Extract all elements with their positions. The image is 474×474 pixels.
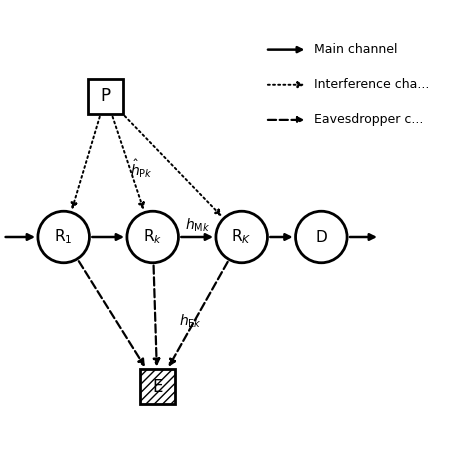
Text: $\mathrm{R}_k$: $\mathrm{R}_k$: [143, 228, 162, 246]
Circle shape: [127, 211, 178, 263]
Text: Main channel: Main channel: [314, 43, 398, 56]
Circle shape: [216, 211, 267, 263]
Text: $\mathrm{R}_K$: $\mathrm{R}_K$: [231, 228, 252, 246]
Bar: [140, 369, 175, 404]
Bar: [88, 79, 123, 114]
Text: D: D: [315, 229, 327, 245]
Text: $\mathrm{R}_1$: $\mathrm{R}_1$: [55, 228, 73, 246]
Circle shape: [296, 211, 347, 263]
Text: $\hat{h}_{\mathrm{P}k}$: $\hat{h}_{\mathrm{P}k}$: [129, 158, 152, 181]
Text: $h_{\mathrm{E}k}$: $h_{\mathrm{E}k}$: [179, 313, 201, 330]
Circle shape: [38, 211, 90, 263]
Text: P: P: [101, 88, 111, 106]
Text: Eavesdropper c...: Eavesdropper c...: [314, 113, 424, 127]
Text: Interference cha...: Interference cha...: [314, 78, 429, 91]
Text: E: E: [152, 378, 163, 396]
Text: $h_{\mathrm{M}k}$: $h_{\mathrm{M}k}$: [184, 217, 210, 234]
